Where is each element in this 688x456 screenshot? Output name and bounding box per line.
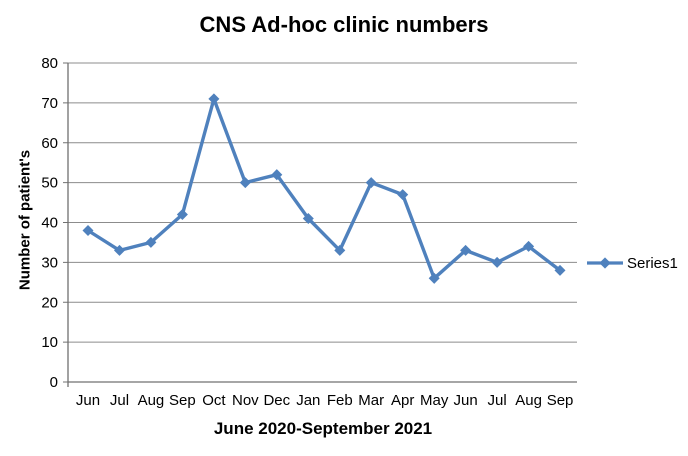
x-tick-label: Dec [263, 392, 290, 409]
x-tick-label: Jun [76, 392, 100, 409]
x-tick-label: Sep [169, 392, 196, 409]
y-tick-label: 10 [41, 334, 58, 351]
data-point-marker [554, 264, 566, 276]
x-tick-label: May [420, 392, 449, 409]
y-tick-label: 80 [41, 55, 58, 72]
chart-title: CNS Ad-hoc clinic numbers [199, 12, 489, 37]
x-tick-label: Nov [232, 392, 259, 409]
x-tick-label: Jan [296, 392, 320, 409]
x-tick-label: Sep [547, 392, 574, 409]
y-tick-label: 40 [41, 215, 58, 232]
legend: Series1 [586, 254, 678, 272]
x-axis-title: June 2020-September 2021 [213, 419, 433, 438]
x-tick-label: Aug [515, 392, 542, 409]
x-tick-label: Apr [391, 392, 414, 409]
x-tick-label: Mar [358, 392, 384, 409]
y-tick-label: 70 [41, 95, 58, 112]
x-tick-label: Jul [110, 392, 129, 409]
series-line [86, 97, 562, 280]
y-tick-label: 50 [41, 175, 58, 192]
y-tick-label: 0 [50, 374, 58, 391]
x-tick-label: Feb [327, 392, 353, 409]
data-point-marker [239, 177, 251, 189]
data-point-marker [397, 189, 409, 201]
x-tick-label: Jul [488, 392, 507, 409]
y-tick-label: 30 [41, 254, 58, 271]
data-point-marker [523, 240, 535, 252]
y-tick-label: 20 [41, 294, 58, 311]
x-tick-label: Jun [454, 392, 478, 409]
x-tick-label: Aug [138, 392, 165, 409]
legend-series-marker [587, 257, 623, 269]
y-tick-label: 60 [41, 135, 58, 152]
legend-series-label: Series1 [627, 254, 678, 272]
x-tick-label: Oct [202, 392, 226, 409]
data-point-marker [365, 177, 377, 189]
